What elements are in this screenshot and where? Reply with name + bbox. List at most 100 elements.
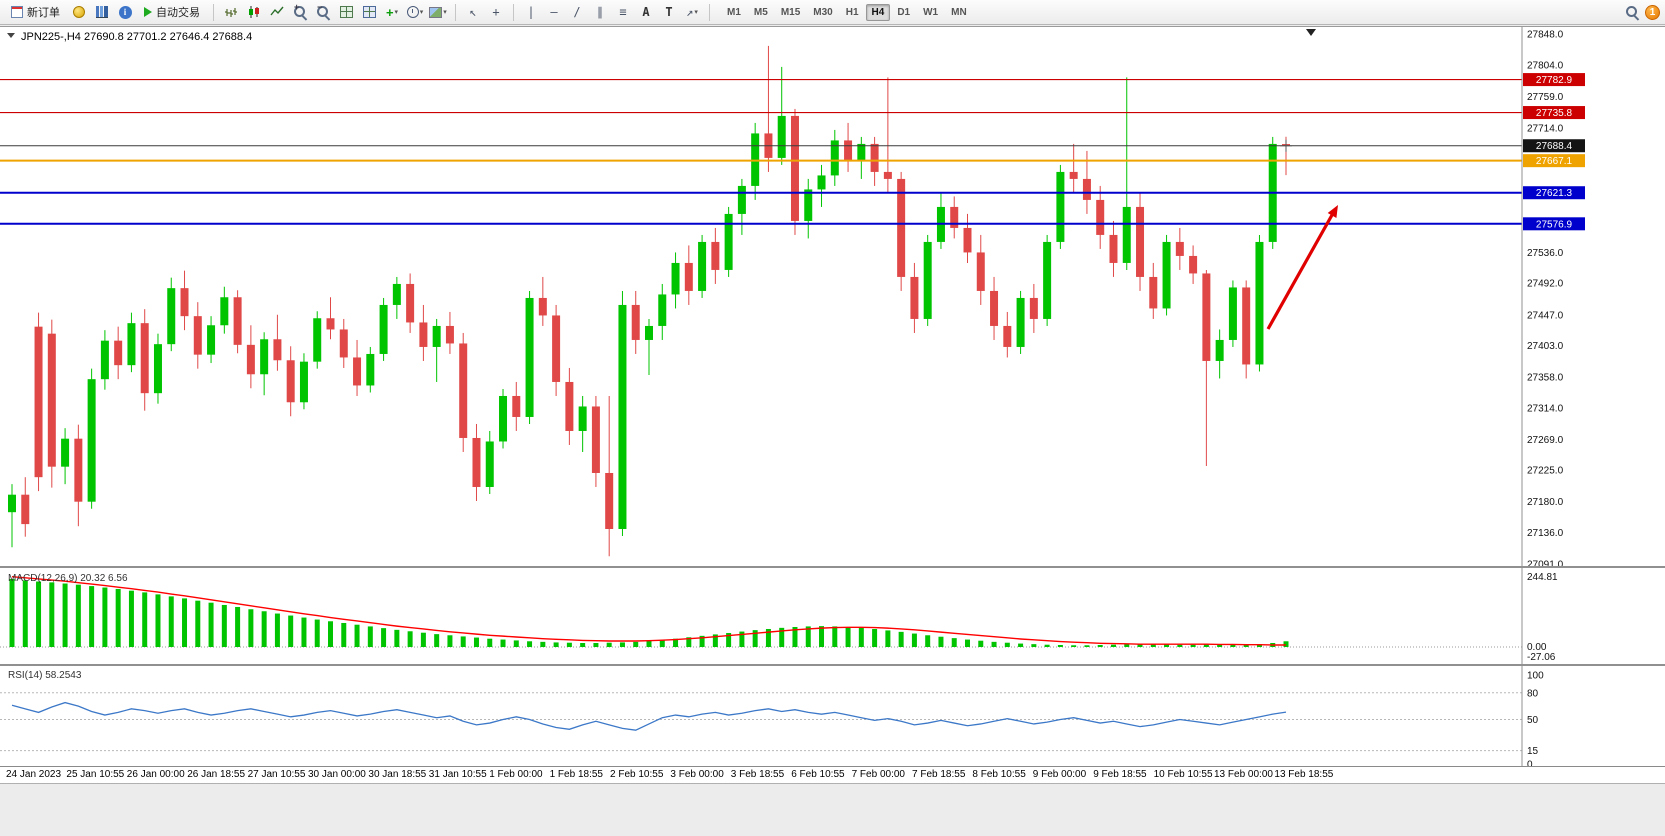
coins-button[interactable] (69, 2, 89, 22)
notification-badge[interactable]: 1 (1645, 4, 1660, 20)
price-chart-canvas[interactable]: 27848.027804.027759.027714.027669.027624… (0, 27, 1665, 771)
timeframe-h4[interactable]: H4 (865, 3, 891, 21)
time-label: 7 Feb 00:00 (851, 769, 905, 780)
time-label: 6 Feb 10:55 (791, 769, 845, 780)
chart-shift-marker[interactable] (1306, 29, 1316, 36)
time-label: 27 Jan 10:55 (247, 769, 306, 780)
toolbar-separator (513, 3, 514, 21)
time-label: 3 Feb 00:00 (670, 769, 724, 780)
toolbar-separator (709, 3, 710, 21)
time-label: 13 Feb 18:55 (1274, 769, 1334, 780)
level-27688.4[interactable]: 27688.4 (0, 139, 1585, 153)
svg-text:27688.4: 27688.4 (1536, 141, 1573, 152)
level-27667.1[interactable]: 27667.1 (0, 154, 1585, 168)
zoom-out-icon (315, 4, 331, 20)
new-order-button[interactable]: 新订单 (5, 2, 66, 22)
arrows-tool-button[interactable]: ↗ ▾ (682, 2, 702, 22)
candlestick-icon (249, 6, 259, 18)
toolbar-separator (455, 3, 456, 21)
svg-text:27735.8: 27735.8 (1536, 108, 1573, 119)
text-tool-button[interactable]: A (642, 5, 650, 19)
svg-text:100: 100 (1527, 671, 1544, 682)
level-27782.9[interactable]: 27782.9 (0, 73, 1585, 87)
zoom-in-button[interactable]: + (290, 2, 310, 22)
line-chart-icon (270, 6, 284, 16)
timeframe-m5[interactable]: M5 (753, 6, 768, 18)
label-tool-button[interactable]: T (665, 5, 673, 19)
play-icon (144, 7, 152, 17)
svg-text:27358.0: 27358.0 (1527, 373, 1564, 384)
trendline-tool-button[interactable]: / (573, 5, 581, 19)
bar-chart-mode-button[interactable] (221, 2, 241, 22)
template-button[interactable]: ▾ (428, 2, 448, 22)
new-order-label: 新订单 (27, 7, 60, 19)
time-label: 25 Jan 10:55 (66, 769, 125, 780)
add-indicator-button[interactable]: + ▾ (382, 2, 402, 22)
time-label: 13 Feb 00:00 (1214, 769, 1273, 780)
svg-text:27314.0: 27314.0 (1527, 403, 1564, 414)
report-chart-icon (96, 6, 108, 18)
zoom-out-button[interactable]: − (313, 2, 333, 22)
cursor-tool-button[interactable]: ↖ (469, 5, 477, 19)
time-label: 31 Jan 10:55 (428, 769, 487, 780)
svg-text:244.81: 244.81 (1527, 572, 1558, 583)
svg-text:0.00: 0.00 (1527, 642, 1547, 653)
time-axis[interactable]: 24 Jan 2023 25 Jan 10:55 26 Jan 00:00 26 Ja… (0, 766, 1665, 783)
auto-trading-label: 自动交易 (156, 7, 200, 19)
level-27735.8[interactable]: 27735.8 (0, 106, 1585, 120)
fibonacci-tool-button[interactable]: ≡ (619, 5, 627, 19)
svg-text:27269.0: 27269.0 (1527, 435, 1564, 446)
candlestick-mode-button[interactable] (244, 2, 264, 22)
timeframe-mn[interactable]: MN (951, 6, 967, 18)
tile-windows-icon (339, 6, 353, 18)
time-label: 8 Feb 10:55 (972, 769, 1026, 780)
timeframe-d1[interactable]: D1 (897, 6, 911, 18)
tile-windows-button[interactable] (336, 2, 356, 22)
zoom-in-icon (292, 4, 308, 20)
svg-text:27180.0: 27180.0 (1527, 497, 1564, 508)
chart-region: 27848.027804.027759.027714.027669.027624… (0, 26, 1665, 771)
time-label: 3 Feb 18:55 (730, 769, 785, 780)
horizontal-line-tool-button[interactable]: — (550, 5, 558, 19)
vertical-line-tool-button[interactable]: | (527, 5, 535, 19)
svg-text:27759.0: 27759.0 (1527, 92, 1564, 103)
timeframe-m1[interactable]: M1 (727, 6, 741, 18)
info-button[interactable]: i (115, 2, 135, 22)
level-27621.3[interactable]: 27621.3 (0, 186, 1585, 200)
svg-text:27782.9: 27782.9 (1536, 75, 1573, 86)
period-selector-button[interactable]: ▾ (405, 2, 425, 22)
time-label: 9 Feb 18:55 (1093, 769, 1147, 780)
plus-sign: + (294, 2, 300, 12)
rsi-panel: RSI(14) 58.2543 100 80 50 15 0 (0, 670, 1544, 771)
chart-title: JPN225-,H4 27690.8 27701.2 27646.4 27688… (7, 31, 252, 43)
info-icon: i (118, 5, 132, 19)
reports-button[interactable] (92, 2, 112, 22)
auto-trading-button[interactable]: 自动交易 (138, 2, 206, 22)
timeframe-m30[interactable]: M30 (813, 6, 833, 18)
svg-text:27667.1: 27667.1 (1536, 156, 1573, 167)
caret-icon: ▾ (419, 9, 424, 16)
trend-arrow-annotation[interactable] (1266, 205, 1338, 330)
time-label: 30 Jan 00:00 (308, 769, 366, 780)
svg-text:27714.0: 27714.0 (1527, 123, 1564, 134)
svg-text:27403.0: 27403.0 (1527, 341, 1564, 352)
svg-text:27621.3: 27621.3 (1536, 188, 1573, 199)
time-label: 7 Feb 18:55 (912, 769, 966, 780)
line-chart-mode-button[interactable] (267, 2, 287, 22)
crosshair-tool-button[interactable]: + (492, 5, 500, 19)
timeframe-h1[interactable]: H1 (845, 6, 859, 18)
svg-text:50: 50 (1527, 715, 1539, 726)
time-label: 1 Feb 18:55 (549, 769, 603, 780)
search-button[interactable] (1622, 2, 1642, 22)
time-label: 24 Jan 2023 (6, 769, 62, 780)
cascade-windows-button[interactable] (359, 2, 379, 22)
timeframe-m15[interactable]: M15 (780, 6, 801, 18)
svg-text:27225.0: 27225.0 (1527, 466, 1564, 477)
timeframe-w1[interactable]: W1 (923, 6, 939, 18)
level-27576.9[interactable]: 27576.9 (0, 217, 1585, 231)
time-label: 30 Jan 18:55 (368, 769, 427, 780)
bar-chart-icon (225, 8, 237, 17)
timeframe-bar: M1 M5 M15 M30 H1 H4 D1 W1 MN (721, 3, 973, 21)
channel-tool-button[interactable]: ∥ (597, 5, 603, 19)
